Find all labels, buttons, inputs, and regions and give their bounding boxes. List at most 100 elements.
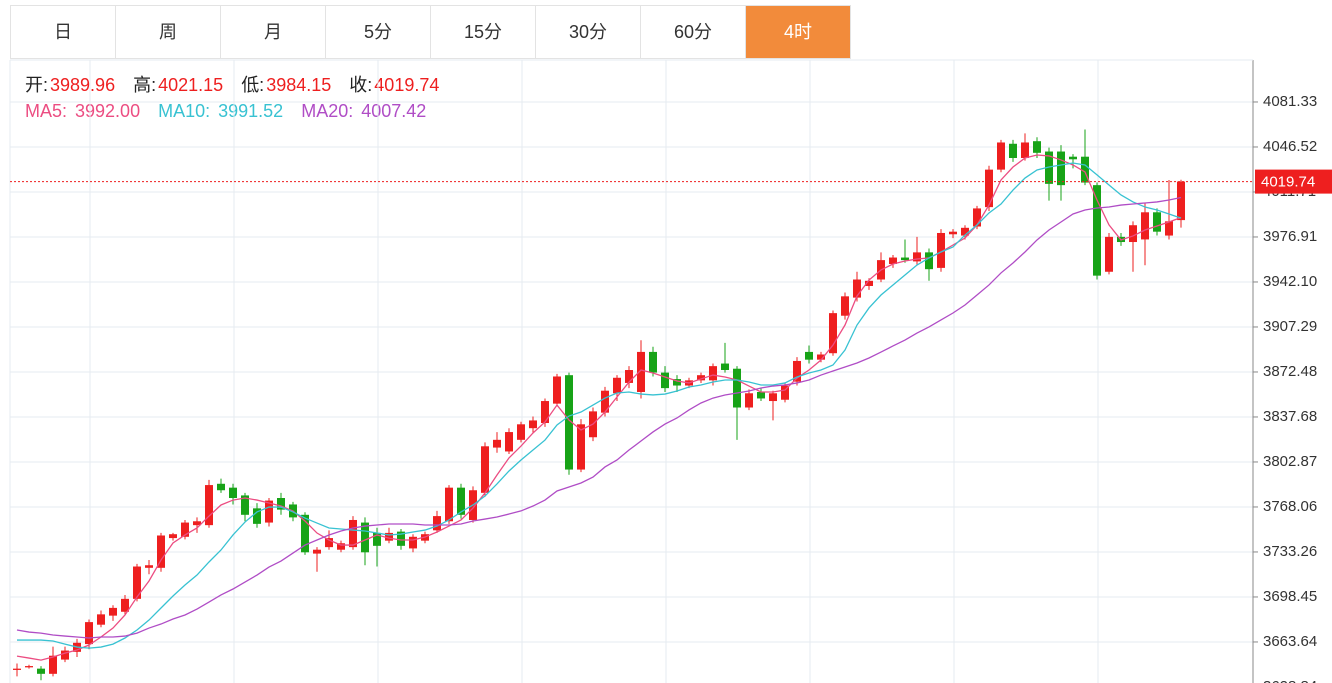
candle-body	[337, 543, 345, 550]
candle-body	[193, 521, 201, 526]
ma-label: MA10:	[158, 101, 211, 121]
candle-body	[37, 668, 45, 674]
candle-body	[1069, 156, 1077, 160]
y-tick-label: 3872.48	[1263, 363, 1317, 380]
candle-body	[97, 614, 105, 625]
candle-body	[829, 313, 837, 354]
candle-body	[277, 498, 285, 510]
candle-body	[397, 531, 405, 546]
candle-body	[1165, 221, 1173, 236]
quote-label: 收:	[349, 75, 373, 95]
y-tick-label: 3663.64	[1263, 633, 1317, 650]
candle-body	[493, 439, 501, 448]
candle-body	[841, 296, 849, 316]
ma-line	[17, 162, 1182, 649]
candle-body	[349, 519, 357, 548]
candle-body	[805, 351, 813, 360]
ma-line	[16, 154, 1182, 661]
quote-label: 高:	[133, 75, 157, 95]
y-tick-label: 3976.91	[1263, 228, 1317, 245]
candle-body	[217, 483, 225, 491]
y-tick-label: 3837.68	[1263, 408, 1317, 425]
candle-body	[661, 372, 669, 389]
period-tab[interactable]: 4时	[746, 6, 851, 59]
candle-body	[709, 366, 717, 381]
candle-body	[985, 169, 993, 208]
y-tick-label: 3768.06	[1263, 498, 1317, 515]
candle-body	[181, 522, 189, 537]
candle-body	[949, 231, 957, 235]
candle-body	[169, 534, 177, 539]
last-price-box	[1255, 169, 1332, 194]
candle-body	[553, 376, 561, 404]
period-tab[interactable]: 周	[116, 6, 221, 59]
candle-body	[1033, 141, 1041, 153]
candle-body	[577, 424, 585, 470]
period-tab[interactable]: 60分	[641, 6, 746, 59]
candle-body	[913, 252, 921, 262]
candle-body	[205, 485, 213, 526]
candle-body	[145, 565, 153, 568]
candle-body	[853, 279, 861, 298]
candle-body	[901, 257, 909, 261]
period-tab[interactable]: 15分	[431, 6, 536, 59]
candle-body	[1141, 212, 1149, 240]
candle-body	[1093, 185, 1101, 276]
candle-body	[241, 495, 249, 515]
period-tab[interactable]: 5分	[326, 6, 431, 59]
period-tab[interactable]: 30分	[536, 6, 641, 59]
candle-body	[937, 232, 945, 268]
candle-body	[997, 142, 1005, 170]
y-tick-label: 3698.45	[1263, 588, 1317, 605]
period-tab[interactable]: 日	[11, 6, 116, 59]
candle-body	[409, 536, 417, 549]
candle-body	[865, 280, 873, 286]
candle-body	[889, 257, 897, 265]
candle-body	[373, 532, 381, 546]
candle-body	[745, 393, 753, 408]
ohlc-row: 开: 3989.96 高: 4021.15 低: 3984.15 收: 4019.74	[25, 72, 441, 98]
candle-body	[793, 360, 801, 382]
candles	[13, 129, 1185, 681]
period-tab[interactable]: 月	[221, 6, 326, 59]
candle-body	[1081, 156, 1089, 183]
quote-value: 3989.96	[50, 75, 116, 95]
candle-body	[529, 420, 537, 429]
candle-body	[13, 668, 21, 670]
candle-body	[697, 375, 705, 381]
candle-body	[265, 500, 273, 523]
candle-body	[757, 391, 765, 399]
candle-body	[85, 622, 93, 645]
candle-body	[565, 375, 573, 470]
candle-body	[133, 566, 141, 599]
candle-body	[109, 607, 117, 616]
candle-body	[457, 487, 465, 515]
candle-body	[313, 549, 321, 554]
y-tick-label: 4046.52	[1263, 138, 1317, 155]
candle-body	[721, 363, 729, 371]
candle-body	[445, 487, 453, 522]
candle-body	[325, 538, 333, 548]
candle-body	[1009, 143, 1017, 158]
y-tick-label: 3733.26	[1263, 543, 1317, 560]
candle-body	[385, 532, 393, 541]
candle-body	[121, 598, 129, 612]
candle-body	[613, 377, 621, 394]
candle-body	[505, 432, 513, 452]
quote-value: 4019.74	[374, 75, 440, 95]
last-price-label: 4019.74	[1261, 174, 1315, 191]
y-tick-label: 3942.10	[1263, 273, 1317, 290]
candle-body	[1129, 225, 1137, 243]
candle-body	[781, 385, 789, 400]
candle-body	[673, 379, 681, 386]
quote-label: 低:	[241, 75, 265, 95]
candle-body	[229, 487, 237, 499]
candle-body	[733, 368, 741, 408]
candle-body	[361, 522, 369, 553]
candle-body	[301, 514, 309, 553]
candle-body	[253, 508, 261, 524]
candle-body	[769, 393, 777, 402]
ma-label: MA20:	[301, 101, 354, 121]
